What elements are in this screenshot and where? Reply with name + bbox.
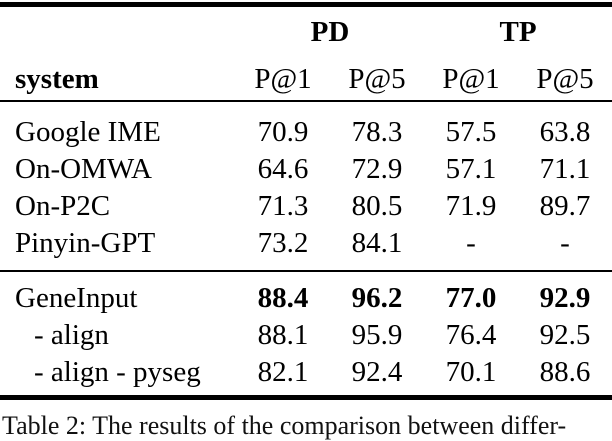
column-group-tp: TP bbox=[499, 16, 537, 48]
metric-value: 92.5 bbox=[539, 319, 591, 351]
system-name: Pinyin-GPT bbox=[15, 227, 156, 259]
table-caption: Table 2: The results of the comparison b… bbox=[2, 411, 567, 440]
metric-value: 71.9 bbox=[445, 190, 497, 222]
geneinput-section: GeneInput 88.4 96.2 77.0 92.9 - align 88… bbox=[0, 270, 612, 398]
metric-value: 76.4 bbox=[445, 319, 497, 351]
metric-value: 80.5 bbox=[351, 190, 403, 222]
column-group-pd: PD bbox=[310, 16, 350, 48]
system-name: - align - pyseg bbox=[34, 356, 201, 388]
metric-value: 77.0 bbox=[424, 270, 519, 317]
pd-p5-column-header: P@5 bbox=[330, 54, 425, 102]
metric-value: 95.9 bbox=[351, 319, 403, 351]
system-name: - align bbox=[34, 319, 109, 351]
metric-value: 89.7 bbox=[539, 190, 591, 222]
table-row: GeneInput 88.4 96.2 77.0 92.9 bbox=[0, 270, 612, 317]
subheader-row: system P@1 P@5 P@1 P@5 bbox=[0, 54, 612, 102]
system-name: GeneInput bbox=[0, 270, 236, 317]
baselines-section: Google IME 70.9 78.3 57.5 63.8 On-OMWA 6… bbox=[0, 101, 612, 271]
table-row: On-P2C 71.3 80.5 71.9 89.7 bbox=[0, 188, 612, 225]
metric-value: 57.1 bbox=[445, 153, 497, 185]
system-name: Google IME bbox=[15, 116, 161, 148]
tp-p1-column-header: P@1 bbox=[424, 54, 519, 102]
metric-value: 82.1 bbox=[257, 356, 309, 388]
metric-value: 71.3 bbox=[257, 190, 309, 222]
metric-value: 92.9 bbox=[518, 270, 612, 317]
metric-value: 88.4 bbox=[236, 270, 330, 317]
tp-p5-column-header: P@5 bbox=[518, 54, 612, 102]
group-header-spacer bbox=[0, 5, 236, 55]
metric-value: 70.1 bbox=[445, 356, 497, 388]
metric-value: - bbox=[466, 227, 476, 259]
metric-value: 63.8 bbox=[539, 116, 591, 148]
metric-value: 71.1 bbox=[539, 153, 591, 185]
system-column-header: system bbox=[0, 54, 236, 102]
table-row: Pinyin-GPT 73.2 84.1 - - bbox=[0, 225, 612, 271]
table-row: On-OMWA 64.6 72.9 57.1 71.1 bbox=[0, 151, 612, 188]
system-name: On-P2C bbox=[15, 190, 111, 222]
table-row: - align - pyseg 82.1 92.4 70.1 88.6 bbox=[0, 354, 612, 398]
metric-value: 78.3 bbox=[351, 116, 403, 148]
results-table: PD TP system P@1 P@5 P@1 P@5 Google IME … bbox=[0, 2, 612, 400]
metric-value: 88.6 bbox=[539, 356, 591, 388]
metric-value: 72.9 bbox=[351, 153, 403, 185]
table-header: PD TP system P@1 P@5 P@1 P@5 bbox=[0, 5, 612, 102]
metric-value: - bbox=[560, 227, 570, 259]
group-header-row: PD TP bbox=[0, 5, 612, 55]
metric-value: 57.5 bbox=[445, 116, 497, 148]
metric-value: 73.2 bbox=[257, 227, 309, 259]
table-row: - align 88.1 95.9 76.4 92.5 bbox=[0, 317, 612, 354]
system-name: On-OMWA bbox=[15, 153, 152, 185]
table-row: Google IME 70.9 78.3 57.5 63.8 bbox=[0, 101, 612, 151]
metric-value: 88.1 bbox=[257, 319, 309, 351]
metric-value: 92.4 bbox=[351, 356, 403, 388]
metric-value: 96.2 bbox=[330, 270, 425, 317]
metric-value: 84.1 bbox=[351, 227, 403, 259]
metric-value: 64.6 bbox=[257, 153, 309, 185]
metric-value: 70.9 bbox=[257, 116, 309, 148]
pd-p1-column-header: P@1 bbox=[236, 54, 330, 102]
